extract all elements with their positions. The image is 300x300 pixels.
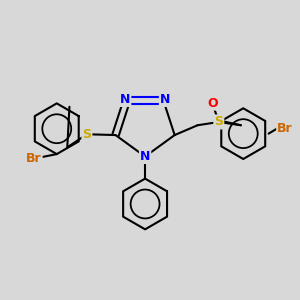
Text: S: S	[214, 116, 223, 128]
Text: Br: Br	[277, 122, 293, 135]
Text: N: N	[160, 93, 170, 106]
Text: S: S	[82, 128, 91, 141]
Text: N: N	[120, 93, 130, 106]
Text: Br: Br	[26, 152, 42, 166]
Text: N: N	[140, 150, 150, 163]
Text: O: O	[207, 97, 217, 110]
